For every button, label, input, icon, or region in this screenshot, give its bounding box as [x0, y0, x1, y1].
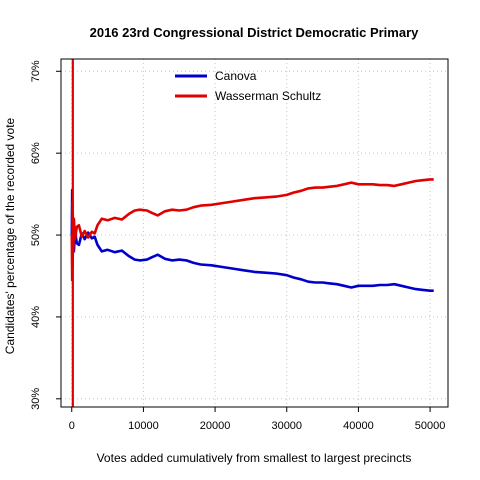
y-tick-label: 30% [30, 388, 42, 410]
axes: 0 10000 20000 30000 40000 50000 30% 40% 50% 60% 70… [30, 60, 445, 432]
plot-frame [60, 58, 449, 408]
y-tick-label: 40% [30, 306, 42, 328]
legend-label: Canova [215, 69, 257, 83]
y-tick-label: 70% [30, 60, 42, 82]
series-line-wasserman-schultz [70, 178, 434, 282]
series-group [70, 59, 434, 407]
x-tick-label: 20000 [200, 420, 231, 432]
x-tick-label: 0 [69, 420, 75, 432]
x-tick-label: 30000 [271, 420, 302, 432]
x-tick-label: 40000 [343, 420, 374, 432]
x-axis-label: Votes added cumulatively from smallest t… [97, 451, 412, 465]
grid [61, 59, 448, 407]
y-tick-label: 60% [30, 142, 42, 164]
legend: Canova Wasserman Schultz [175, 69, 321, 103]
chart-title: 2016 23rd Congressional District Democra… [90, 25, 420, 40]
legend-label: Wasserman Schultz [215, 89, 321, 103]
y-tick-label: 50% [30, 224, 42, 246]
x-tick-label: 10000 [128, 420, 159, 432]
x-tick-label: 50000 [415, 420, 446, 432]
y-axis-label: Candidates' percentage of the recorded v… [3, 117, 17, 354]
